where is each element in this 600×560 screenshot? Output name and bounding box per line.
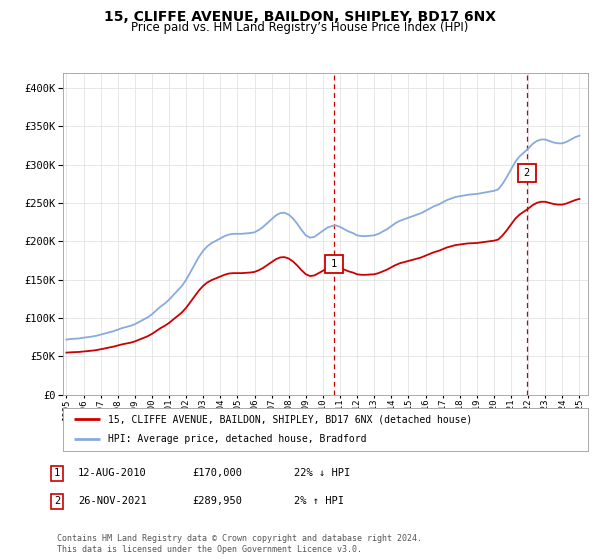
Text: 15, CLIFFE AVENUE, BAILDON, SHIPLEY, BD17 6NX (detached house): 15, CLIFFE AVENUE, BAILDON, SHIPLEY, BD1… — [107, 414, 472, 424]
Text: 26-NOV-2021: 26-NOV-2021 — [78, 496, 147, 506]
Text: 2% ↑ HPI: 2% ↑ HPI — [294, 496, 344, 506]
Text: This data is licensed under the Open Government Licence v3.0.: This data is licensed under the Open Gov… — [57, 545, 362, 554]
Text: £170,000: £170,000 — [192, 468, 242, 478]
Text: 12-AUG-2010: 12-AUG-2010 — [78, 468, 147, 478]
Text: 15, CLIFFE AVENUE, BAILDON, SHIPLEY, BD17 6NX: 15, CLIFFE AVENUE, BAILDON, SHIPLEY, BD1… — [104, 10, 496, 24]
Text: 1: 1 — [331, 259, 337, 269]
Text: 22% ↓ HPI: 22% ↓ HPI — [294, 468, 350, 478]
Text: HPI: Average price, detached house, Bradford: HPI: Average price, detached house, Brad… — [107, 434, 366, 444]
Text: £289,950: £289,950 — [192, 496, 242, 506]
Text: 1: 1 — [54, 468, 60, 478]
Text: Price paid vs. HM Land Registry’s House Price Index (HPI): Price paid vs. HM Land Registry’s House … — [131, 21, 469, 34]
Text: 2: 2 — [524, 167, 530, 178]
Text: 2: 2 — [54, 496, 60, 506]
Text: Contains HM Land Registry data © Crown copyright and database right 2024.: Contains HM Land Registry data © Crown c… — [57, 534, 422, 543]
